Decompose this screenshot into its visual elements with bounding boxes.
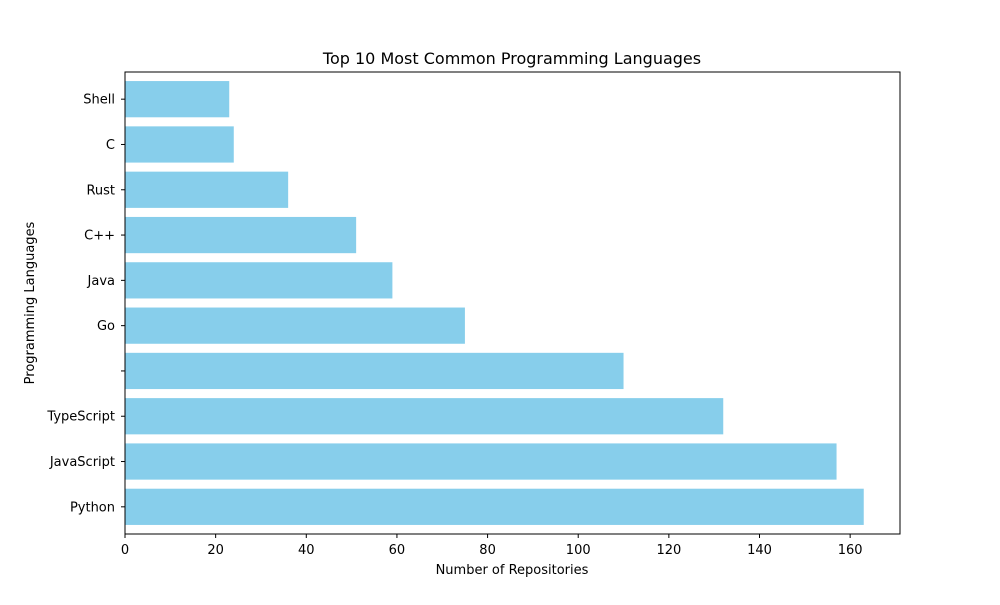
- x-tick-label: 100: [566, 543, 591, 558]
- bar: [125, 171, 289, 208]
- x-ticks-layer: 0 20 40 60 80 100 120 140 160: [121, 534, 863, 558]
- y-tick-label: Java: [87, 274, 115, 289]
- bars-layer: [125, 81, 864, 525]
- bar: [125, 352, 624, 390]
- x-tick-label: 0: [121, 543, 129, 558]
- y-tick-label: Shell: [83, 93, 115, 108]
- bar: [125, 81, 230, 118]
- bar: [125, 307, 465, 344]
- y-axis-title: Programming Languages: [23, 221, 38, 384]
- x-tick-label: 60: [389, 543, 406, 558]
- y-tick-label: Rust: [86, 183, 115, 198]
- x-tick-label: 80: [479, 543, 496, 558]
- x-tick-label: 140: [747, 543, 772, 558]
- bar: [125, 262, 393, 299]
- x-tick-label: 40: [298, 543, 315, 558]
- y-tick-label: Python: [70, 500, 115, 515]
- y-tick-label: Go: [97, 319, 115, 334]
- x-axis-title: Number of Repositories: [436, 563, 589, 578]
- x-tick-label: 20: [207, 543, 224, 558]
- y-tick-label: C++: [84, 229, 115, 244]
- y-tick-label: JavaScript: [49, 455, 115, 470]
- y-tick-label: C: [106, 138, 115, 153]
- bar: [125, 216, 357, 254]
- bar: [125, 443, 837, 480]
- bar: [125, 488, 864, 525]
- plot-frame: [124, 71, 901, 535]
- y-tick-label: TypeScript: [46, 410, 115, 425]
- bar: [125, 398, 724, 435]
- bar: [125, 126, 234, 163]
- x-tick-label: 120: [656, 543, 681, 558]
- x-tick-label: 160: [838, 543, 863, 558]
- y-ticks-layer: Python JavaScript TypeScript Go Java C++ Rust C…: [46, 93, 125, 515]
- chart-title: Top 10 Most Common Programming Languages: [322, 49, 701, 68]
